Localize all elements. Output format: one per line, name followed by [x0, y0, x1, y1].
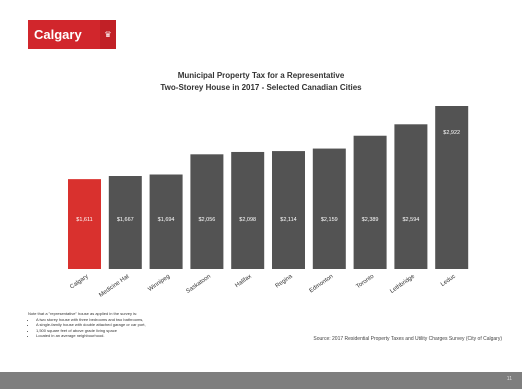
bar-value-label: $2,114 — [280, 217, 296, 223]
category-label: Calgary — [69, 274, 89, 291]
note-item: A single-family house with double attach… — [36, 322, 238, 328]
bar-halifax — [231, 151, 265, 269]
bar-chart: $1,611 Calgary $1,667 Medicine Hat $1,694 Win… — [68, 106, 469, 299]
calgary-logo: Calgary ♛ — [28, 20, 116, 49]
footer-bar: 11 — [0, 372, 522, 389]
category-label: Medicine Hat — [98, 274, 130, 299]
bar-value-label: $2,056 — [198, 217, 215, 223]
note-item: 1,500 square feet of above grade living … — [36, 328, 238, 334]
category-label: Edmonton — [309, 274, 335, 295]
bar-edmonton — [312, 148, 346, 269]
page-number: 11 — [506, 376, 512, 382]
note-heading: Note that a "representative" house as ap… — [28, 311, 138, 316]
category-label: Lethbridge — [389, 273, 416, 295]
bar-value-label: $2,922 — [443, 130, 460, 136]
bar-lethbridge — [394, 124, 428, 269]
category-label: Saskatoon — [185, 274, 212, 295]
bar-value-label: $1,611 — [76, 217, 92, 223]
crest-icon: ♛ — [100, 20, 116, 49]
category-label: Toronto — [355, 273, 375, 290]
chart-title-line2: Two-Storey House in 2017 - Selected Cana… — [160, 83, 362, 92]
category-label: Halifax — [234, 274, 252, 289]
bar-value-label: $2,098 — [239, 217, 256, 223]
bar-toronto — [353, 135, 387, 269]
chart-title: Municipal Property Tax for a Representat… — [0, 70, 522, 94]
category-label: Leduc — [440, 274, 457, 288]
bar-value-label: $2,594 — [402, 217, 419, 223]
bar-medicine-hat — [108, 176, 142, 269]
bar-regina — [272, 151, 305, 269]
note-list: A two storey house with three bedrooms a… — [28, 317, 238, 339]
source-text: Source: 2017 Residential Property Taxes … — [313, 336, 502, 342]
bar-saskatoon — [190, 154, 224, 269]
chart-title-line1: Municipal Property Tax for a Representat… — [177, 71, 345, 80]
note-item: Located in an average neighbourhood. — [36, 333, 238, 339]
bar-leduc — [435, 106, 469, 269]
bar-winnipeg — [149, 174, 183, 269]
bar-value-label: $2,159 — [321, 217, 338, 223]
bar-value-label: $1,667 — [117, 217, 134, 223]
bar-value-label: $1,694 — [158, 217, 175, 223]
logo-text: Calgary — [28, 20, 100, 49]
bar-value-label: $2,389 — [362, 217, 379, 223]
note-item: A two storey house with three bedrooms a… — [36, 317, 238, 323]
category-label: Winnipeg — [147, 274, 171, 293]
representative-house-note: Note that a "representative" house as ap… — [28, 311, 238, 339]
category-label: Regina — [275, 273, 295, 289]
bar-calgary — [68, 179, 101, 269]
